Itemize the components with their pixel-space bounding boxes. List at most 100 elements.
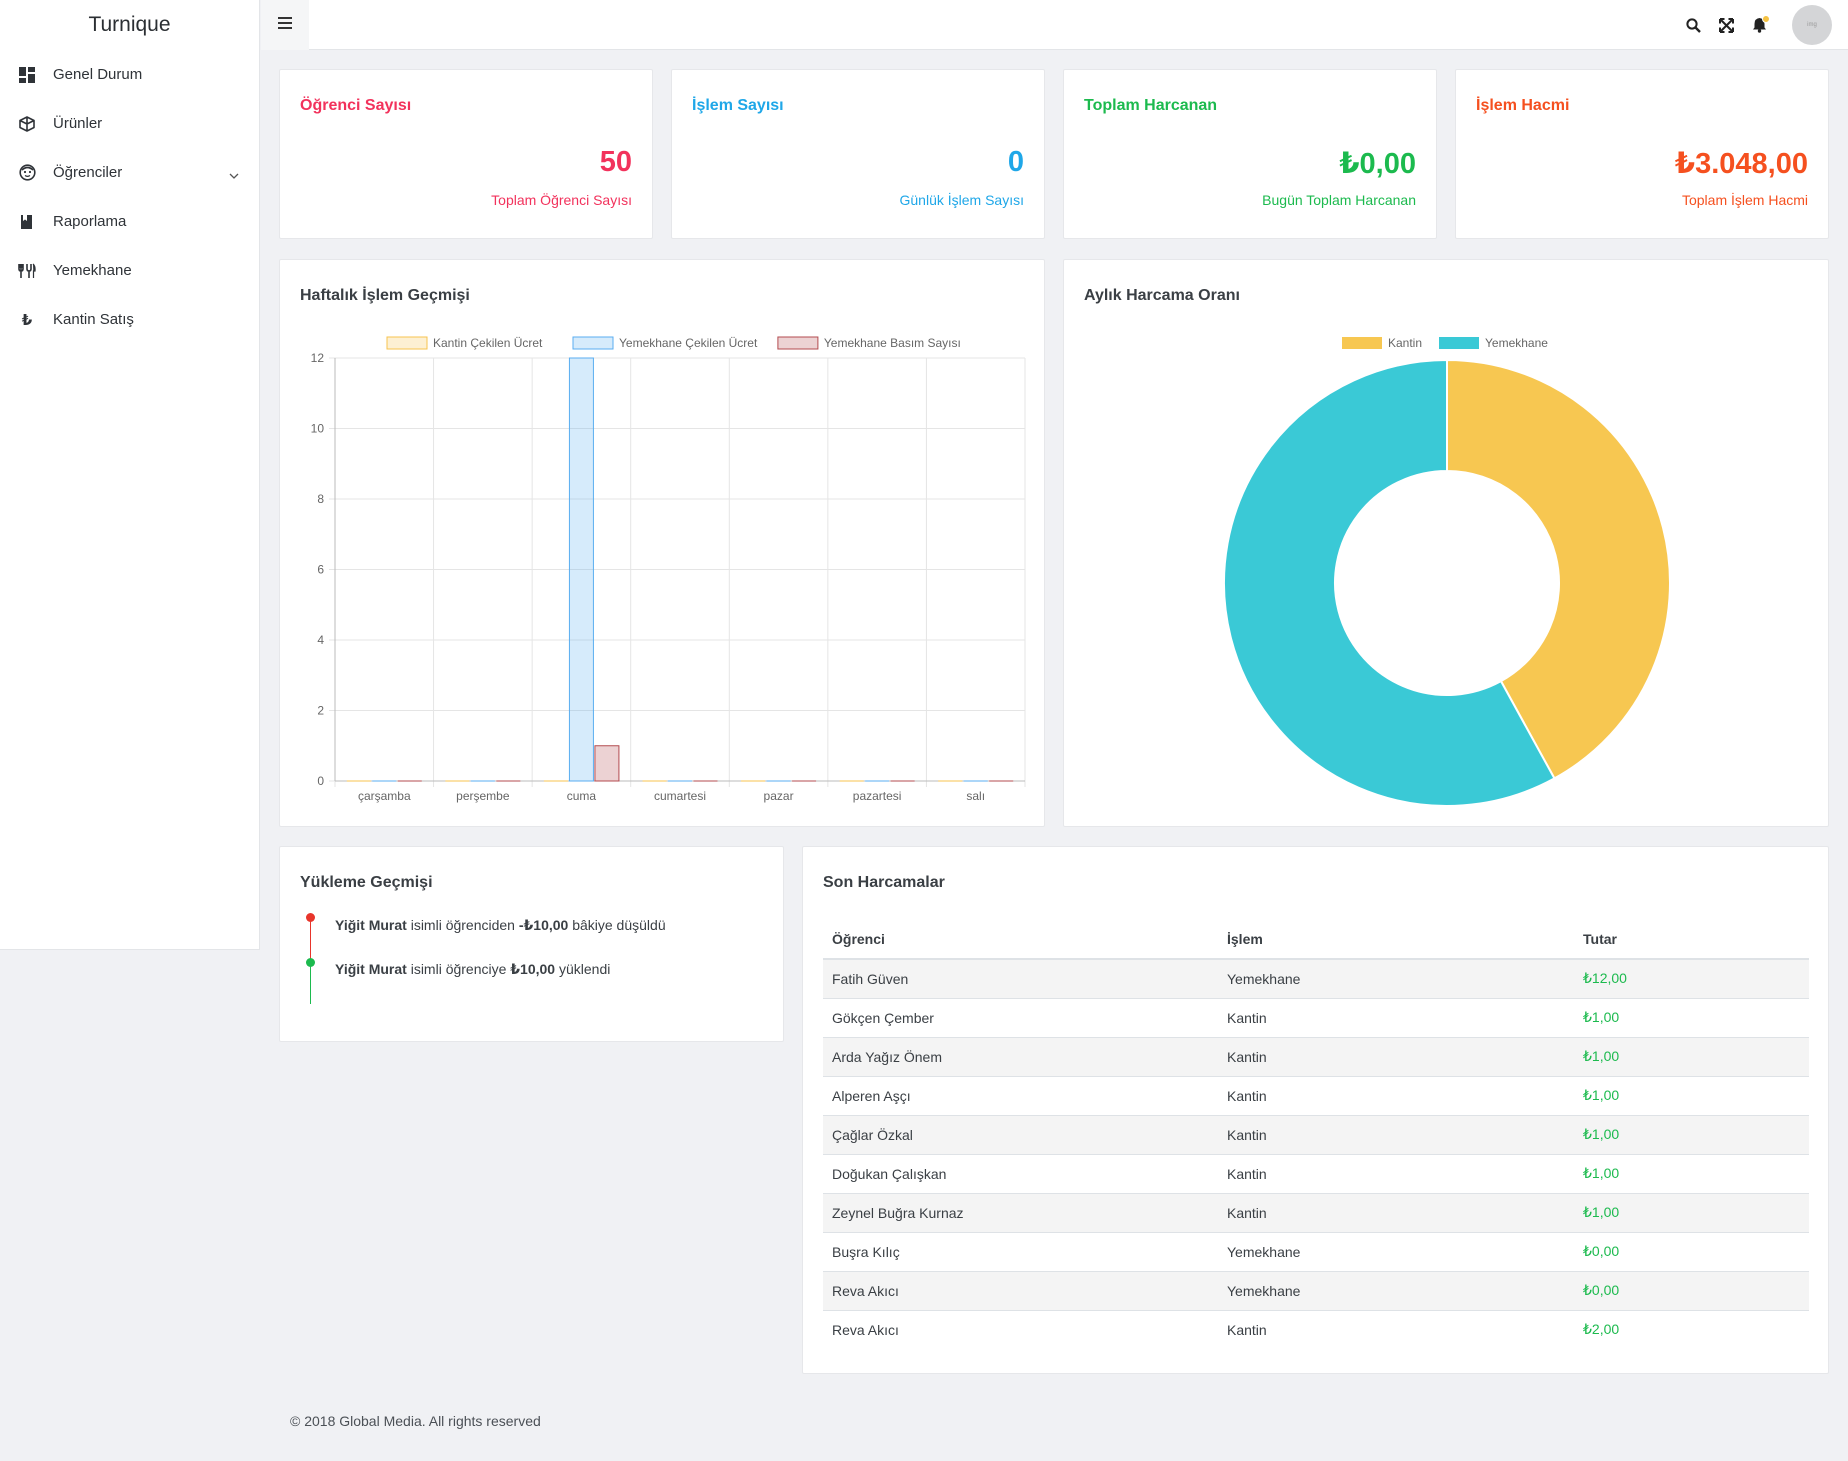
legend-label: Kantin Çekilen Ücret (433, 336, 543, 350)
stat-title: Toplam Harcanan (1084, 97, 1218, 114)
cell-amount: ₺2,00 (1574, 1309, 1809, 1349)
table-header-row: Öğrenci İşlem Tutar (823, 919, 1809, 960)
cell-amount: ₺0,00 (1574, 1270, 1809, 1310)
legend-label: Yemekhane Basım Sayısı (824, 336, 961, 350)
timeline-text: bâkiye düşüldü (572, 917, 666, 933)
table-row[interactable]: Fatih Güven Yemekhane ₺12,00 (823, 958, 1809, 998)
stat-card-ogrenci: Öğrenci Sayısı 50 Toplam Öğrenci Sayısı (279, 69, 653, 239)
x-tick-label: pazartesi (853, 789, 902, 803)
table-row[interactable]: Reva Akıcı Kantin ₺2,00 (823, 1309, 1809, 1349)
cell-type: Kantin (1218, 997, 1574, 1037)
sidebar-item-yemekhane[interactable]: Yemekhane (0, 246, 259, 295)
search-icon[interactable] (1685, 17, 1701, 33)
legend-swatch (386, 336, 428, 350)
cell-student: Fatih Güven (823, 958, 1218, 998)
y-tick-label: 12 (311, 351, 325, 365)
table-row[interactable]: Buşra Kılıç Yemekhane ₺0,00 (823, 1231, 1809, 1271)
donut-slice (1223, 358, 1556, 807)
topbar: img (261, 0, 1848, 50)
brand-title[interactable]: Turnique (88, 13, 171, 36)
stat-subtitle: Toplam Öğrenci Sayısı (491, 192, 632, 208)
legend-swatch (572, 336, 614, 350)
y-tick-label: 2 (317, 704, 324, 718)
weekly-bar-chart: Kantin Çekilen Ücret Yemekhane Çekilen Üc… (311, 336, 1026, 803)
lira-icon: ₺ (21, 311, 33, 329)
stat-value: 0 (1007, 146, 1024, 178)
column-header-tutar[interactable]: Tutar (1574, 919, 1809, 960)
table-row[interactable]: Gökçen Çember Kantin ₺1,00 (823, 997, 1809, 1037)
column-header-ogrenci[interactable]: Öğrenci (823, 919, 1218, 960)
table-row[interactable]: Doğukan Çalışkan Kantin ₺1,00 (823, 1153, 1809, 1193)
sidebar-item-label: Öğrenciler (53, 164, 123, 181)
sidebar-item-genel-durum[interactable]: Genel Durum (0, 50, 259, 99)
cell-student: Doğukan Çalışkan (823, 1153, 1218, 1193)
fullscreen-icon[interactable] (1718, 17, 1734, 33)
cutlery-icon (18, 262, 36, 280)
x-tick-label: çarşamba (358, 789, 411, 803)
sidebar-item-label: Yemekhane (53, 262, 132, 279)
cell-amount: ₺1,00 (1574, 1114, 1809, 1154)
cell-amount: ₺0,00 (1574, 1231, 1809, 1271)
footer-copyright: © 2018 Global Media. All rights reserved (290, 1413, 541, 1429)
timeline-text: isimli öğrenciden (410, 917, 515, 933)
cell-amount: ₺1,00 (1574, 1075, 1809, 1115)
stat-subtitle: Günlük İşlem Sayısı (899, 192, 1025, 208)
stat-title: İşlem Hacmi (1476, 97, 1570, 114)
upload-history-card: Yükleme Geçmişi Yiğit Murat isimli öğren… (279, 846, 784, 1042)
cell-type: Yemekhane (1218, 958, 1574, 998)
card-title: Yükleme Geçmişi (300, 874, 433, 891)
legend-swatch (1439, 337, 1479, 349)
cell-student: Alperen Aşçı (823, 1075, 1218, 1115)
y-tick-label: 0 (317, 774, 324, 788)
cell-amount: ₺12,00 (1574, 958, 1809, 998)
legend-label: Yemekhane (1485, 336, 1548, 350)
sidebar-item-ogrenciler[interactable]: Öğrenciler (0, 148, 259, 197)
stat-card-harcanan: Toplam Harcanan ₺0,00 Bugün Toplam Harca… (1063, 69, 1437, 239)
sidebar-item-urunler[interactable]: Ürünler (0, 99, 259, 148)
cell-student: Çağlar Özkal (823, 1114, 1218, 1154)
stat-title: İşlem Sayısı (692, 97, 784, 114)
stat-subtitle: Bugün Toplam Harcanan (1262, 192, 1416, 208)
cell-type: Yemekhane (1218, 1270, 1574, 1310)
table-row[interactable]: Alperen Aşçı Kantin ₺1,00 (823, 1075, 1809, 1115)
stat-value: 50 (599, 146, 632, 178)
card-title: Haftalık İşlem Geçmişi (300, 287, 470, 304)
column-header-islem[interactable]: İşlem (1218, 919, 1574, 960)
sidebar: Turnique Genel Durum Ürünler Öğrenciler … (0, 0, 260, 950)
x-tick-label: salı (966, 789, 985, 803)
bar (568, 357, 594, 782)
y-tick-label: 6 (317, 563, 324, 577)
sidebar-item-label: Raporlama (53, 213, 127, 230)
box-icon (18, 115, 36, 133)
chevron-down-icon[interactable] (229, 168, 239, 179)
cell-student: Arda Yağız Önem (823, 1036, 1218, 1076)
table-row[interactable]: Çağlar Özkal Kantin ₺1,00 (823, 1114, 1809, 1154)
bell-icon[interactable] (1751, 15, 1770, 33)
x-tick-label: cumartesi (654, 789, 706, 803)
x-tick-label: cuma (567, 789, 597, 803)
cell-amount: ₺1,00 (1574, 1192, 1809, 1232)
stat-value: ₺0,00 (1339, 148, 1416, 180)
table-row[interactable]: Arda Yağız Önem Kantin ₺1,00 (823, 1036, 1809, 1076)
stat-card-hacim: İşlem Hacmi ₺3.048,00 Toplam İşlem Hacmi (1455, 69, 1829, 239)
menu-toggle-button[interactable] (261, 0, 309, 50)
cell-student: Buşra Kılıç (823, 1231, 1218, 1271)
bar (594, 745, 620, 782)
y-tick-label: 4 (317, 633, 324, 647)
monthly-chart-card: Aylık Harcama Oranı Kantin Yemekhane (1063, 259, 1829, 827)
cell-type: Kantin (1218, 1153, 1574, 1193)
cell-student: Reva Akıcı (823, 1270, 1218, 1310)
avatar[interactable]: img (1792, 5, 1832, 45)
table-row[interactable]: Reva Akıcı Yemekhane ₺0,00 (823, 1270, 1809, 1310)
sidebar-item-raporlama[interactable]: Raporlama (0, 197, 259, 246)
timeline-name: Yiğit Murat (335, 917, 407, 933)
timeline-dot (306, 958, 315, 967)
cell-amount: ₺1,00 (1574, 1036, 1809, 1076)
table-row[interactable]: Zeynel Buğra Kurnaz Kantin ₺1,00 (823, 1192, 1809, 1232)
dashboard-icon (18, 66, 36, 84)
card-title: Aylık Harcama Oranı (1084, 287, 1240, 304)
timeline-text: yüklendi (558, 961, 611, 977)
cell-amount: ₺1,00 (1574, 1153, 1809, 1193)
hamburger-icon (278, 16, 292, 34)
sidebar-item-kantin-satis[interactable]: ₺ Kantin Satış (0, 295, 259, 344)
